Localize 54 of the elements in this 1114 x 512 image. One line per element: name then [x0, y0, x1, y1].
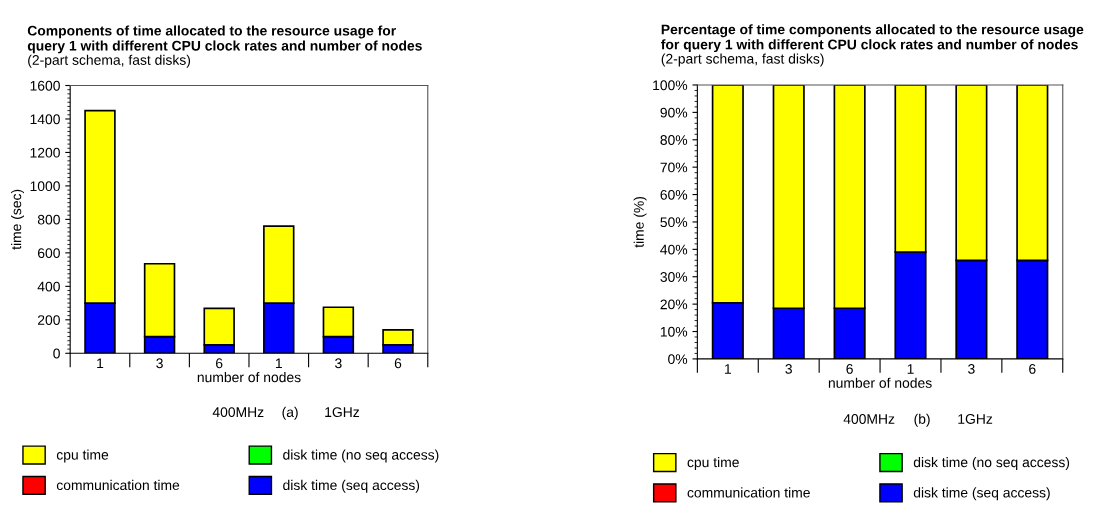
x-tick-label: 6: [394, 358, 402, 369]
legend-label: disk time (seq access): [913, 487, 1050, 501]
x-tick-label: 3: [335, 358, 342, 369]
x-tick-label: 6: [216, 358, 223, 369]
x-tick-label: 3: [968, 364, 975, 374]
y-tick-label: 90%: [660, 107, 688, 118]
text: 400MHz: [212, 407, 264, 418]
y-tick-label: 600: [37, 248, 60, 259]
text: (a): [282, 406, 298, 420]
y-axis-title: time (%): [633, 196, 647, 248]
text: (b): [914, 413, 930, 427]
x-axis-title: number of nodes: [197, 372, 301, 383]
x-tick-label: 6: [846, 364, 853, 374]
y-tick-label: 70%: [660, 162, 688, 173]
legend-label: disk time (no seq access): [283, 449, 439, 463]
legend-label: cpu time: [56, 449, 109, 463]
y-tick-label: 1400: [30, 114, 60, 125]
x-axis-title: number of nodes: [828, 377, 932, 388]
legend-label: cpu time: [687, 457, 739, 470]
y-tick-label: 50%: [660, 217, 688, 228]
legend-label: communication time: [687, 487, 810, 498]
x-tick-label: 6: [1029, 364, 1036, 374]
legend-label: disk time (seq access): [283, 479, 420, 493]
text: 1GHz: [958, 414, 993, 424]
y-tick-label: 10%: [660, 326, 688, 337]
y-tick-label: 80%: [660, 135, 688, 145]
text: 400MHz: [843, 414, 895, 424]
y-tick-label: 60%: [660, 189, 688, 200]
x-tick-label: 1: [97, 358, 104, 369]
y-tick-label: 1000: [30, 181, 60, 192]
chart-subtitle: (2-part schema, fast disks): [28, 54, 191, 68]
legend-label: disk time (no seq access): [913, 457, 1070, 470]
y-tick-label: 40%: [660, 244, 688, 255]
y-tick-label: 800: [37, 214, 60, 225]
x-tick-label: 1: [725, 364, 731, 374]
chart-title: Components of time allocated to the resource usage for query 1 with different CPU clock rates and number of nodes: [27, 25, 422, 54]
text: 1GHz: [325, 407, 360, 418]
y-tick-label: 30%: [660, 272, 688, 282]
legend-label: communication time: [56, 479, 180, 491]
x-tick-label: 3: [156, 358, 163, 369]
y-tick-label: 400: [37, 281, 60, 292]
y-tick-label: 1200: [30, 147, 60, 158]
y-tick-label: 100%: [653, 80, 688, 91]
chart-title: Percentage of time components allocated to the resource usage for query 1 with different CPU clock rates and number of nodes: [661, 24, 1084, 53]
y-tick-label: 20%: [660, 299, 688, 310]
x-tick-label: 1: [275, 358, 282, 369]
y-axis-title: time (sec): [11, 189, 24, 250]
y-tick-label: 1600: [30, 80, 60, 91]
x-tick-label: 1: [907, 364, 914, 374]
y-tick-label: 200: [37, 315, 60, 325]
y-tick-label: 0%: [668, 354, 688, 365]
y-tick-label: 0: [53, 348, 60, 359]
x-tick-label: 3: [785, 364, 792, 374]
chart-subtitle: (2-part schema, fast disks): [661, 53, 824, 67]
